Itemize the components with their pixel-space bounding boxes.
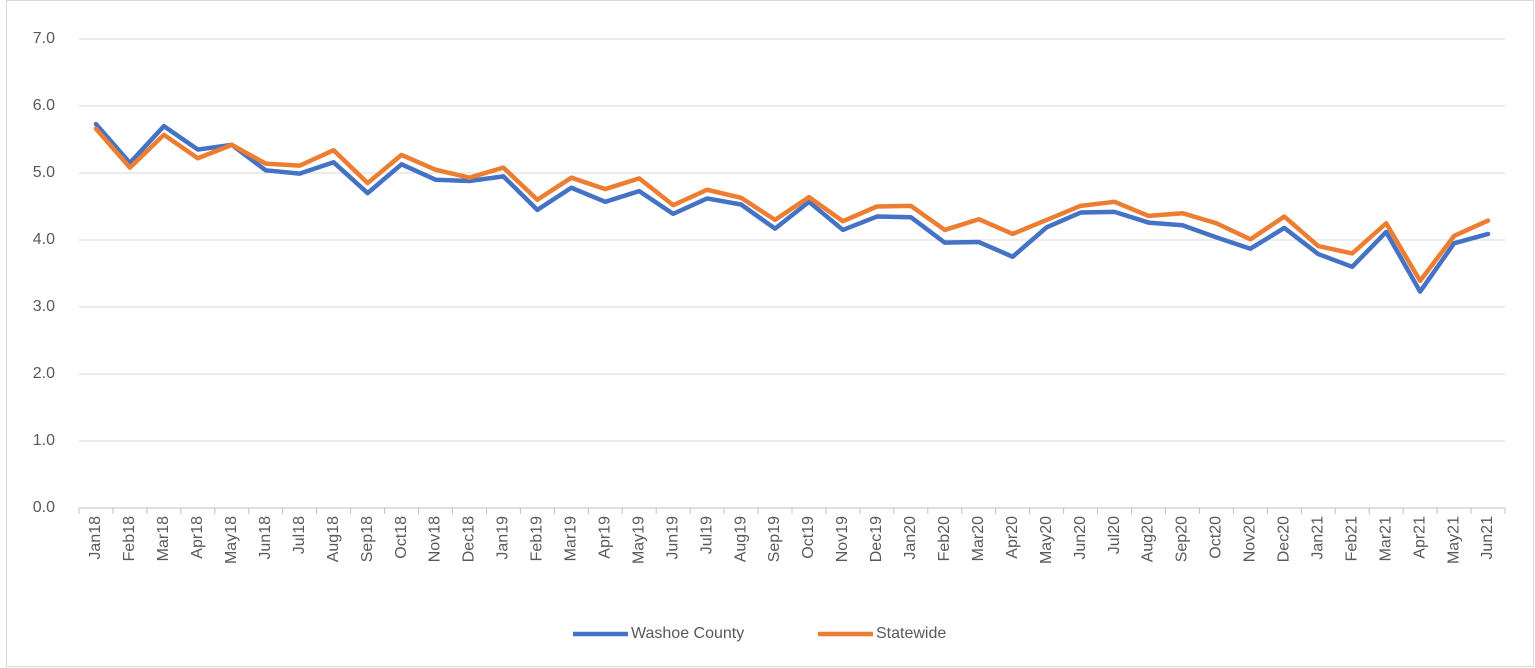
x-tick-label: Nov19 <box>834 516 851 562</box>
y-tick-label: 1.0 <box>33 432 55 449</box>
x-tick-label: Mar19 <box>563 516 580 561</box>
x-tick-label: Feb21 <box>1343 516 1360 561</box>
y-tick-label: 2.0 <box>33 365 55 382</box>
x-tick-label: Jul18 <box>291 516 308 554</box>
x-tick-label: Jun18 <box>257 516 274 560</box>
x-tick-label: Apr18 <box>189 516 206 559</box>
x-tick-label: Apr21 <box>1411 516 1428 559</box>
x-tick-label: Mar20 <box>970 516 987 561</box>
x-tick-label: Jan21 <box>1309 516 1326 560</box>
x-tick-label: Oct18 <box>393 516 410 559</box>
x-tick-label: Nov18 <box>427 516 444 562</box>
y-tick-label: 5.0 <box>33 164 55 181</box>
x-tick-label: May18 <box>223 516 240 564</box>
x-tick-label: Jan20 <box>902 516 919 560</box>
x-tick-label: Dec18 <box>461 516 478 562</box>
x-tick-label: May19 <box>630 516 647 564</box>
legend-label: Washoe County <box>631 625 744 642</box>
x-tick-label: Oct19 <box>800 516 817 559</box>
x-tick-label: Jul20 <box>1106 516 1123 554</box>
x-tick-label: Jan19 <box>495 516 512 560</box>
x-tick-label: Feb18 <box>121 516 138 561</box>
y-tick-label: 4.0 <box>33 231 55 248</box>
x-tick-label: Apr19 <box>596 516 613 559</box>
y-tick-label: 0.0 <box>33 499 55 516</box>
x-tick-label: Aug18 <box>325 516 342 562</box>
x-tick-label: Oct20 <box>1208 516 1225 559</box>
chart-frame <box>6 0 1534 667</box>
x-tick-label: Jun19 <box>664 516 681 560</box>
x-tick-label: Aug20 <box>1140 516 1157 562</box>
x-tick-label: Mar18 <box>155 516 172 561</box>
x-tick-label: Apr20 <box>1004 516 1021 559</box>
x-tick-label: Jul19 <box>698 516 715 554</box>
series-line <box>93 121 1491 294</box>
x-tick-label: May21 <box>1445 516 1462 564</box>
x-tick-label: Mar21 <box>1377 516 1394 561</box>
x-tick-label: Sep19 <box>766 516 783 562</box>
x-tick-label: Sep20 <box>1174 516 1191 562</box>
x-tick-label: Aug19 <box>732 516 749 562</box>
x-tick-label: May20 <box>1038 516 1055 564</box>
x-tick-label: Jun20 <box>1072 516 1089 560</box>
x-tick-label: Feb20 <box>936 516 953 561</box>
legend-label: Statewide <box>876 625 946 642</box>
y-tick-label: 7.0 <box>33 30 55 47</box>
x-tick-label: Sep18 <box>359 516 376 562</box>
y-tick-label: 6.0 <box>33 97 55 114</box>
x-tick-label: Dec19 <box>868 516 885 562</box>
x-tick-label: Dec20 <box>1276 516 1293 562</box>
x-tick-label: Feb19 <box>529 516 546 561</box>
x-tick-label: Jun21 <box>1479 516 1496 560</box>
x-tick-label: Nov20 <box>1242 516 1259 562</box>
series-line <box>93 126 1491 284</box>
y-tick-label: 3.0 <box>33 298 55 315</box>
x-tick-label: Jan18 <box>87 516 104 560</box>
